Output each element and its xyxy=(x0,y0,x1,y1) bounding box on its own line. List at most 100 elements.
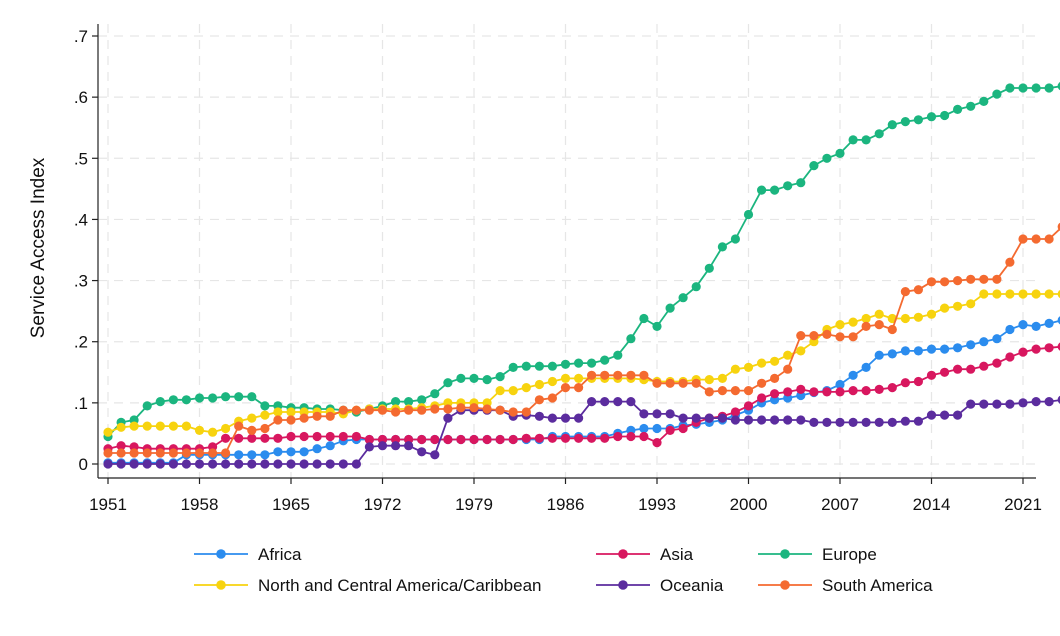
data-point xyxy=(783,350,793,360)
data-point xyxy=(155,448,165,458)
data-point xyxy=(861,321,871,331)
data-point xyxy=(639,409,649,419)
data-point xyxy=(861,135,871,145)
data-point xyxy=(1018,398,1028,408)
data-point xyxy=(430,389,440,399)
data-point xyxy=(234,459,244,469)
data-point xyxy=(168,459,178,469)
data-point xyxy=(613,370,623,380)
data-point xyxy=(247,433,257,443)
data-point xyxy=(887,417,897,427)
data-point xyxy=(404,405,414,415)
data-point xyxy=(456,434,466,445)
data-point xyxy=(508,386,518,396)
data-point xyxy=(730,415,741,425)
data-point xyxy=(900,117,911,127)
data-point xyxy=(247,413,257,423)
legend-label: Africa xyxy=(258,545,302,564)
data-point xyxy=(626,397,636,407)
legend-item-africa: Africa xyxy=(194,545,302,564)
data-point xyxy=(743,209,754,220)
data-point xyxy=(273,459,283,469)
data-point xyxy=(796,415,806,425)
x-tick-label: 1958 xyxy=(181,495,219,514)
data-point xyxy=(587,397,597,407)
legend-swatch-marker xyxy=(618,580,628,590)
data-point xyxy=(364,405,374,415)
legend-swatch-marker xyxy=(618,549,628,559)
data-point xyxy=(848,386,858,396)
x-tick-label: 1965 xyxy=(272,495,310,514)
data-point xyxy=(534,379,545,390)
data-point xyxy=(430,434,440,445)
grid xyxy=(98,24,1036,478)
data-point xyxy=(704,263,714,273)
data-point xyxy=(757,378,767,388)
data-point xyxy=(574,373,584,383)
data-point xyxy=(1031,397,1041,407)
data-point xyxy=(325,411,335,421)
data-point xyxy=(678,423,688,434)
data-point xyxy=(208,459,218,469)
data-point xyxy=(103,448,113,458)
data-point xyxy=(574,433,584,443)
data-point xyxy=(874,309,884,319)
legend-swatch-marker xyxy=(216,549,226,559)
data-point xyxy=(1018,83,1028,93)
data-point xyxy=(861,362,871,372)
data-point xyxy=(155,459,165,469)
data-point xyxy=(1005,324,1015,335)
data-point xyxy=(208,448,218,458)
y-tick-label: .6 xyxy=(74,88,88,107)
data-point xyxy=(469,373,479,383)
data-point xyxy=(940,410,950,420)
legend-swatch-marker xyxy=(780,549,790,559)
data-point xyxy=(482,404,492,414)
data-point xyxy=(234,421,244,431)
data-point xyxy=(835,320,845,330)
y-tick-label: 0 xyxy=(79,455,88,474)
y-axis-title: Service Access Index xyxy=(28,157,49,338)
data-point xyxy=(796,346,806,356)
data-point xyxy=(1044,318,1054,328)
data-point xyxy=(1044,289,1054,299)
data-point xyxy=(600,397,610,407)
data-point xyxy=(260,433,270,443)
data-point xyxy=(181,448,191,458)
data-point xyxy=(273,415,283,425)
data-point xyxy=(704,387,714,397)
data-point xyxy=(587,370,597,380)
data-point xyxy=(913,416,924,426)
data-point xyxy=(900,416,911,426)
x-tick-label: 1993 xyxy=(638,495,676,514)
data-point xyxy=(221,423,231,434)
data-point xyxy=(1044,397,1054,407)
data-point xyxy=(286,459,296,469)
data-point xyxy=(194,425,205,435)
data-point xyxy=(809,161,819,171)
data-point xyxy=(992,289,1002,299)
legend-label: Asia xyxy=(660,545,694,564)
data-point xyxy=(116,422,126,432)
data-point xyxy=(495,434,505,445)
data-point xyxy=(587,433,597,443)
data-point xyxy=(626,334,636,344)
data-point xyxy=(495,386,505,396)
data-point xyxy=(678,293,688,303)
data-point xyxy=(796,384,806,394)
data-point xyxy=(142,448,152,458)
data-point xyxy=(194,393,205,403)
data-point xyxy=(221,448,231,458)
data-point xyxy=(835,332,845,342)
data-point xyxy=(704,375,714,385)
data-point xyxy=(351,459,361,469)
data-point xyxy=(953,410,963,420)
y-tick-label: .3 xyxy=(74,272,88,291)
data-point xyxy=(547,413,558,423)
data-point xyxy=(743,401,754,411)
data-point xyxy=(874,129,884,139)
data-point xyxy=(887,383,897,393)
data-point xyxy=(560,413,571,423)
data-point xyxy=(273,407,283,417)
